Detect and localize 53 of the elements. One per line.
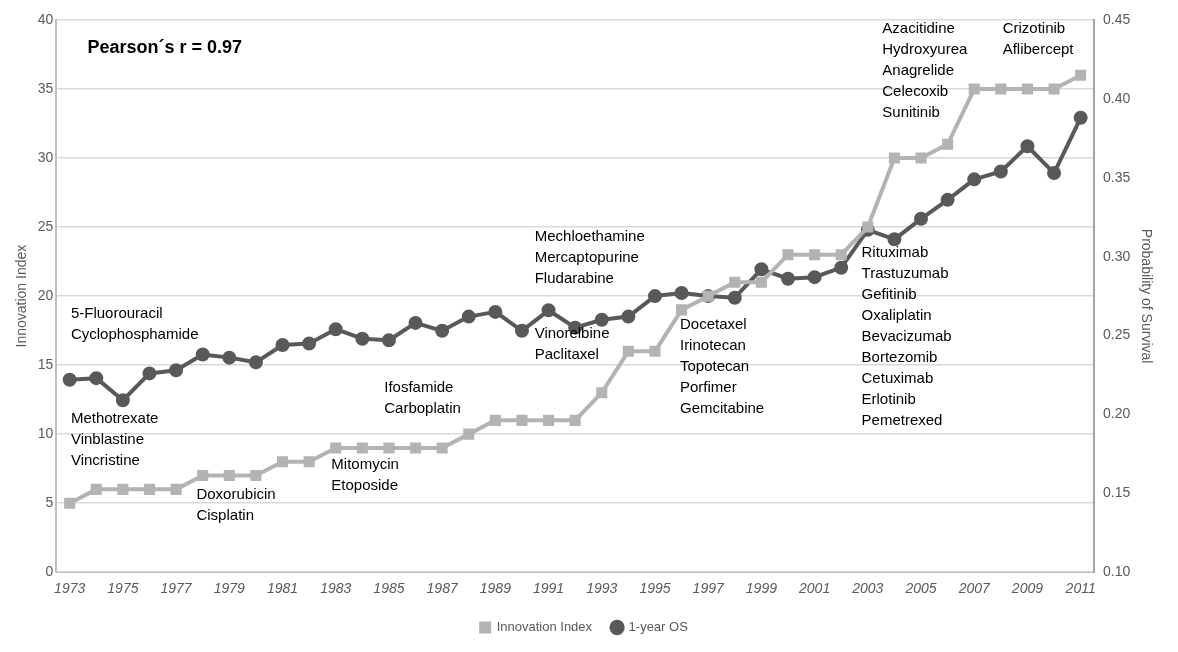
y2-tick-label: 0.30 [1102,247,1131,264]
y-tick-label: 20 [37,286,54,303]
x-tick-label: 1977 [160,580,193,597]
x-tick-label: 1973 [54,580,86,597]
y2-tick-label: 0.15 [1102,484,1131,501]
x-tick-label: 2009 [1010,580,1044,597]
x-tick-label: 2005 [904,580,937,597]
y2-tick-label: 0.10 [1102,563,1131,580]
annotation: Mechloethamine Mercaptopurine Fludarabine [534,226,645,286]
annotation: Mitomycin Etoposide [331,454,399,493]
y-tick-label: 30 [37,148,54,165]
x-tick-label: 1985 [373,580,405,597]
y2-tick-label: 0.45 [1102,10,1131,27]
annotation: Pearson´s r = 0.97 [87,37,243,58]
y-tick-label: 10 [37,425,54,442]
y-tick-label: 35 [37,79,54,96]
x-tick-label: 1975 [107,580,139,597]
annotation: Docetaxel Irinotecan Topotecan Porfimer Gemcitabine [679,314,765,416]
y-tick-label: 40 [37,10,54,27]
y2-tick-label: 0.40 [1102,89,1131,106]
y-tick-label: 15 [37,355,54,372]
x-tick-label: 1995 [639,580,671,597]
x-tick-label: 2011 [1064,580,1096,597]
x-tick-label: 1979 [213,580,246,597]
x-tick-label: 1999 [745,580,778,597]
legend-label: 1-year OS [628,619,689,635]
x-tick-label: 1991 [532,580,565,597]
y-axis-title: Innovation Index [13,244,30,348]
annotation: Azacitidine Hydroxyurea Anagrelide Celecoxib Sunitinib [882,18,968,120]
x-tick-label: 1983 [320,580,352,597]
x-tick-label: 2007 [957,580,992,597]
y2-axis-title: Probability of Survival [1138,228,1155,364]
legend-label: Innovation Index [496,619,593,635]
x-tick-label: 1989 [479,580,512,597]
y-tick-label: 0 [45,563,54,580]
annotation: 5-Fluorouracil Cyclophosphamide [70,304,199,343]
x-tick-label: 1993 [586,580,618,597]
y-tick-label: 5 [45,494,54,511]
annotation: Doxorubicin Cisplatin [196,485,276,524]
y-tick-label: 25 [37,217,54,234]
y2-tick-label: 0.25 [1102,326,1131,343]
annotation: Ifosfamide Carboplatin [384,377,461,416]
y2-tick-label: 0.20 [1102,405,1131,422]
x-tick-label: 1997 [692,580,725,597]
x-tick-label: 1981 [266,580,299,597]
text: Rituximab Trastuzumab Gefitinib Oxaliplatin Bevacizumab Bortezomib Cetuximab Erlotinib Pemetrexed [861,243,952,429]
annotation: Crizotinib Aflibercept [1002,18,1075,57]
x-tick-label: 2003 [851,580,884,597]
x-tick-label: 1987 [426,580,459,597]
x-tick-label: 2001 [798,580,831,597]
annotation: Vinorelbine Paclitaxel [534,324,610,363]
y2-tick-label: 0.35 [1102,168,1131,185]
annotation: Methotrexate Vinblastine Vincristine [70,408,159,468]
